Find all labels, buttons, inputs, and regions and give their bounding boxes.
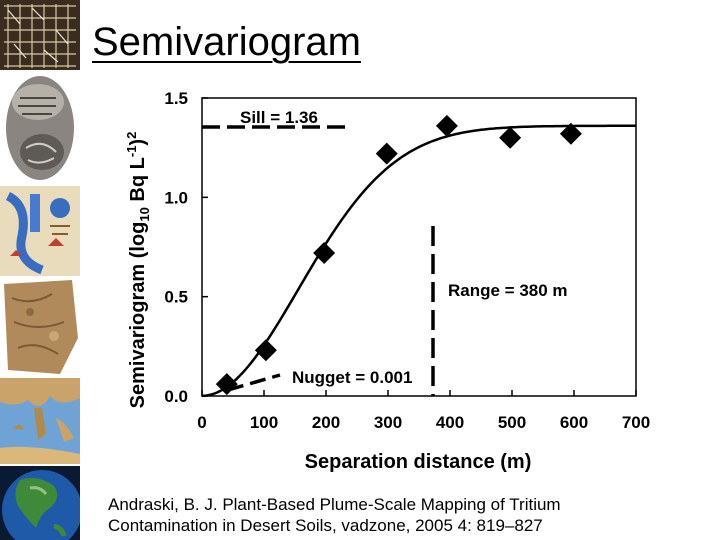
data-point-diamond — [375, 142, 398, 165]
model-curve — [201, 124, 636, 398]
mediterranean-map-thumbnail — [0, 378, 80, 464]
data-point-diamond — [313, 241, 336, 264]
citation-line-2: Contamination in Desert Soils, vadzone, … — [108, 516, 543, 535]
citation: Andraski, B. J. Plant-Based Plume-Scale … — [108, 494, 561, 536]
data-point-diamond — [499, 126, 522, 149]
grid-map-thumbnail — [0, 0, 80, 70]
x-tick-label: 500 — [498, 413, 526, 432]
y-tick-label: 0.0 — [164, 387, 188, 406]
data-point-diamond — [559, 122, 582, 145]
x-tick-label: 200 — [312, 413, 340, 432]
x-tick-label: 0 — [197, 413, 206, 432]
data-point-diamond — [435, 114, 458, 137]
plot-frame — [201, 97, 637, 397]
nugget-dashed-line — [227, 373, 281, 392]
y-axis-label: Semivariogram (log10 Bq L-1)2 — [124, 132, 152, 409]
y-tick-label: 1.5 — [164, 89, 188, 108]
clay-tablet-thumbnail — [0, 72, 80, 184]
x-tick-label: 300 — [374, 413, 402, 432]
x-axis-label: Separation distance (m) — [305, 451, 532, 473]
x-tick-label: 600 — [560, 413, 588, 432]
stone-map-thumbnail — [0, 278, 80, 376]
y-tick-label: 0.5 — [164, 288, 188, 307]
semivariogram-chart: 0 100 200 300 400 500 600 700 0.0 0.5 1.0 1.5 Sill … — [124, 89, 650, 473]
globe-thumbnail — [0, 466, 80, 540]
data-point-diamond — [254, 339, 277, 362]
sill-label: Sill = 1.36 — [240, 108, 318, 127]
citation-line-1: Andraski, B. J. Plant-Based Plume-Scale … — [108, 495, 561, 514]
image-sidebar — [0, 0, 82, 540]
y-tick-label: 1.0 — [164, 188, 188, 207]
slide-title: Semivariogram — [92, 20, 361, 64]
data-point-diamond — [215, 373, 238, 396]
nugget-label: Nugget = 0.001 — [292, 368, 412, 387]
range-label: Range = 380 m — [448, 281, 568, 300]
x-tick-label: 100 — [250, 413, 278, 432]
illustrated-map-thumbnail — [0, 186, 80, 276]
x-tick-label: 400 — [436, 413, 464, 432]
x-tick-label: 700 — [622, 413, 650, 432]
